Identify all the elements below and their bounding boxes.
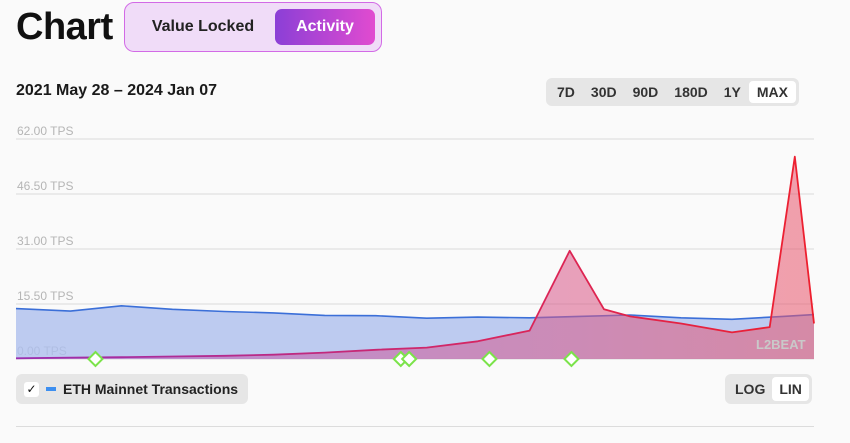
layer2-area <box>16 156 814 359</box>
range-max-button[interactable]: MAX <box>748 81 796 103</box>
scale-log-button[interactable]: LOG <box>735 381 766 397</box>
range-7d-button[interactable]: 7D <box>557 84 575 100</box>
y-tick-label: 31.00 TPS <box>17 234 73 248</box>
range-90d-button[interactable]: 90D <box>632 84 659 100</box>
range-30d-button[interactable]: 30D <box>590 84 617 100</box>
legend-swatch <box>46 387 56 391</box>
time-range-selector: 7D 30D 90D 180D 1Y MAX <box>546 78 799 106</box>
y-tick-label: 15.50 TPS <box>17 289 73 303</box>
watermark-logo: L2BEAT <box>756 337 806 352</box>
date-range-label: 2021 May 28 – 2024 Jan 07 <box>16 82 218 99</box>
scale-lin-button[interactable]: LIN <box>772 377 809 401</box>
y-tick-label: 46.50 TPS <box>17 179 73 193</box>
y-tick-label: 62.00 TPS <box>17 124 73 138</box>
milestone-marker <box>481 350 498 368</box>
eth-mainnet-line <box>15 305 815 321</box>
layer2-line <box>15 155 815 360</box>
range-180d-button[interactable]: 180D <box>674 84 708 100</box>
tab-activity[interactable]: Activity <box>275 9 375 45</box>
scale-selector: LOG LIN <box>725 374 812 404</box>
legend-eth-mainnet[interactable]: ✓ ETH Mainnet Transactions <box>16 374 249 404</box>
divider <box>16 426 814 427</box>
milestone-marker <box>87 350 104 368</box>
page-title: Chart <box>16 6 113 48</box>
milestone-marker <box>400 350 418 368</box>
chart-type-switch: Value Locked Activity <box>124 2 382 52</box>
checkbox-icon[interactable]: ✓ <box>24 381 39 397</box>
tab-value-locked[interactable]: Value Locked <box>151 18 255 35</box>
milestone-marker <box>563 350 580 368</box>
legend-label: ETH Mainnet Transactions <box>63 381 239 397</box>
range-1y-button[interactable]: 1Y <box>723 84 741 100</box>
